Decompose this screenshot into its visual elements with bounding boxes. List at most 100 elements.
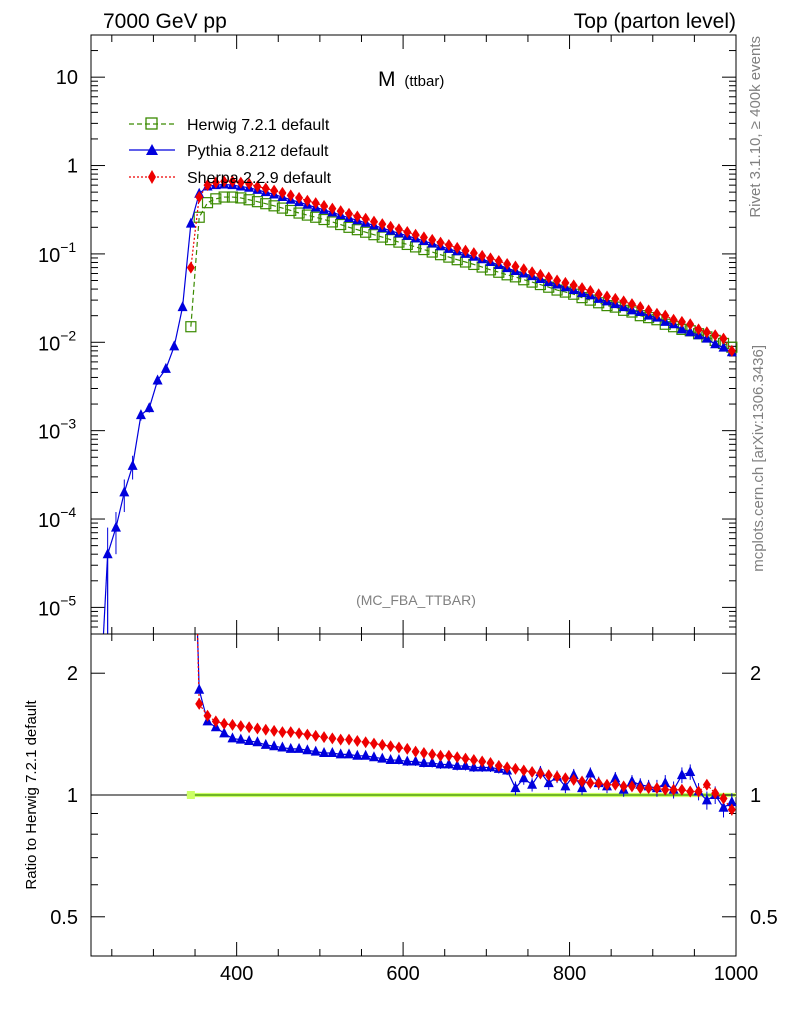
- ratio-y-tick-label: 2: [67, 663, 78, 685]
- pythia-line: [102, 554, 109, 635]
- pythia-point: [335, 748, 346, 759]
- legend-entry-sherpa: Sherpa 2.2.9 default: [129, 170, 332, 187]
- sherpa-point: [461, 244, 470, 257]
- sherpa-point: [320, 199, 329, 212]
- y-tick-label: 10−5: [38, 592, 76, 620]
- sherpa-point: [544, 271, 553, 284]
- pythia-point: [393, 754, 404, 765]
- sherpa-point: [627, 780, 636, 793]
- pythia-point: [452, 759, 463, 770]
- herwig-point: [235, 192, 247, 204]
- sherpa-point: [652, 782, 661, 795]
- sherpa-point: [719, 792, 728, 805]
- ratio-panel: 2 2 1 1 0.5 0.5 400 600 800 1000 Ratio to Herwig…: [23, 633, 778, 985]
- pythia-point: [235, 733, 246, 744]
- sherpa-point: [586, 777, 595, 790]
- y-tick-label-base: 10: [38, 333, 60, 355]
- pythia-point: [119, 486, 130, 497]
- pythia-point: [443, 758, 454, 769]
- pythia-point: [194, 683, 205, 694]
- sherpa-point: [478, 249, 487, 262]
- pythia-point: [294, 742, 305, 753]
- sherpa-point: [702, 326, 711, 339]
- herwig-point: [368, 229, 380, 241]
- sherpa-series: [186, 175, 736, 357]
- pythia-point: [135, 409, 146, 420]
- herwig-line: [190, 196, 733, 348]
- analysis-annotation: (MC_FBA_TTBAR): [356, 592, 476, 608]
- y-tick-label: 10−4: [38, 504, 76, 532]
- sherpa-point: [328, 202, 337, 215]
- sherpa-point: [436, 749, 445, 762]
- sherpa-point: [261, 182, 270, 195]
- legend: Herwig 7.2.1 default Pythia 8.212 defaul…: [129, 117, 332, 187]
- mcplots-reference-label: mcplots.cern.ch [arXiv:1306.3436]: [750, 345, 767, 572]
- sherpa-point: [461, 752, 470, 765]
- sherpa-point: [203, 709, 212, 722]
- sherpa-point: [519, 764, 528, 777]
- pythia-point: [285, 742, 296, 753]
- sherpa-point: [586, 285, 595, 298]
- y-tick-label-exp: −2: [60, 327, 76, 343]
- pythia-point: [185, 217, 196, 228]
- pythia-point: [685, 765, 696, 776]
- pythia-point: [169, 340, 180, 351]
- sherpa-point: [311, 197, 320, 210]
- y-tick-label: 1: [67, 156, 78, 178]
- sherpa-point: [511, 762, 520, 775]
- pythia-point: [110, 521, 121, 532]
- sherpa-point: [444, 749, 453, 762]
- pythia-point: [543, 777, 554, 788]
- sherpa-point: [528, 266, 537, 279]
- sherpa-point: [369, 737, 378, 750]
- sherpa-point: [694, 323, 703, 336]
- sherpa-point: [411, 228, 420, 241]
- sherpa-point: [711, 329, 720, 342]
- sherpa-point: [677, 315, 686, 328]
- herwig-point: [218, 191, 230, 203]
- herwig-point: [335, 218, 347, 231]
- sherpa-point: [636, 301, 645, 314]
- sherpa-point: [644, 782, 653, 795]
- sherpa-point: [453, 751, 462, 764]
- herwig-point: [243, 194, 255, 206]
- sherpa-point: [669, 783, 678, 796]
- pythia-point: [227, 732, 238, 743]
- sherpa-point: [569, 279, 578, 292]
- sherpa-point: [436, 236, 445, 249]
- sherpa-point: [361, 212, 370, 225]
- main-y-ticks: [91, 34, 736, 628]
- ratio-series-group: [194, 633, 737, 818]
- main-series-group: [102, 175, 738, 635]
- ratio-y-tick-label-right: 2: [750, 663, 761, 685]
- sherpa-point: [353, 210, 362, 223]
- sherpa-point: [295, 727, 304, 740]
- pythia-point: [277, 741, 288, 752]
- sherpa-point: [220, 175, 229, 188]
- x-tick-label: 1000: [714, 963, 759, 985]
- sherpa-point: [661, 783, 670, 796]
- pythia-point: [676, 769, 687, 780]
- legend-label-pythia: Pythia 8.212 default: [187, 143, 329, 160]
- sherpa-point: [711, 787, 720, 800]
- sherpa-point: [469, 754, 478, 767]
- sherpa-point: [478, 755, 487, 768]
- pythia-point: [260, 738, 271, 749]
- pythia-point: [685, 326, 696, 337]
- pythia-series: [194, 683, 737, 818]
- ratio-y-tick-label: 1: [67, 785, 78, 807]
- pythia-point: [510, 782, 521, 793]
- sherpa-point: [428, 748, 437, 761]
- sherpa-point: [611, 778, 620, 791]
- y-tick-label-exp: −4: [60, 504, 76, 520]
- sherpa-point: [386, 740, 395, 753]
- sherpa-point: [394, 223, 403, 236]
- sherpa-point: [511, 260, 520, 273]
- pythia-point: [718, 801, 729, 812]
- y-tick-label-exp: −5: [60, 592, 76, 608]
- rivet-version-label: Rivet 3.1.10, ≥ 400k events: [747, 36, 764, 218]
- herwig-point: [251, 196, 264, 208]
- sherpa-point: [336, 205, 345, 218]
- pythia-point: [352, 749, 363, 760]
